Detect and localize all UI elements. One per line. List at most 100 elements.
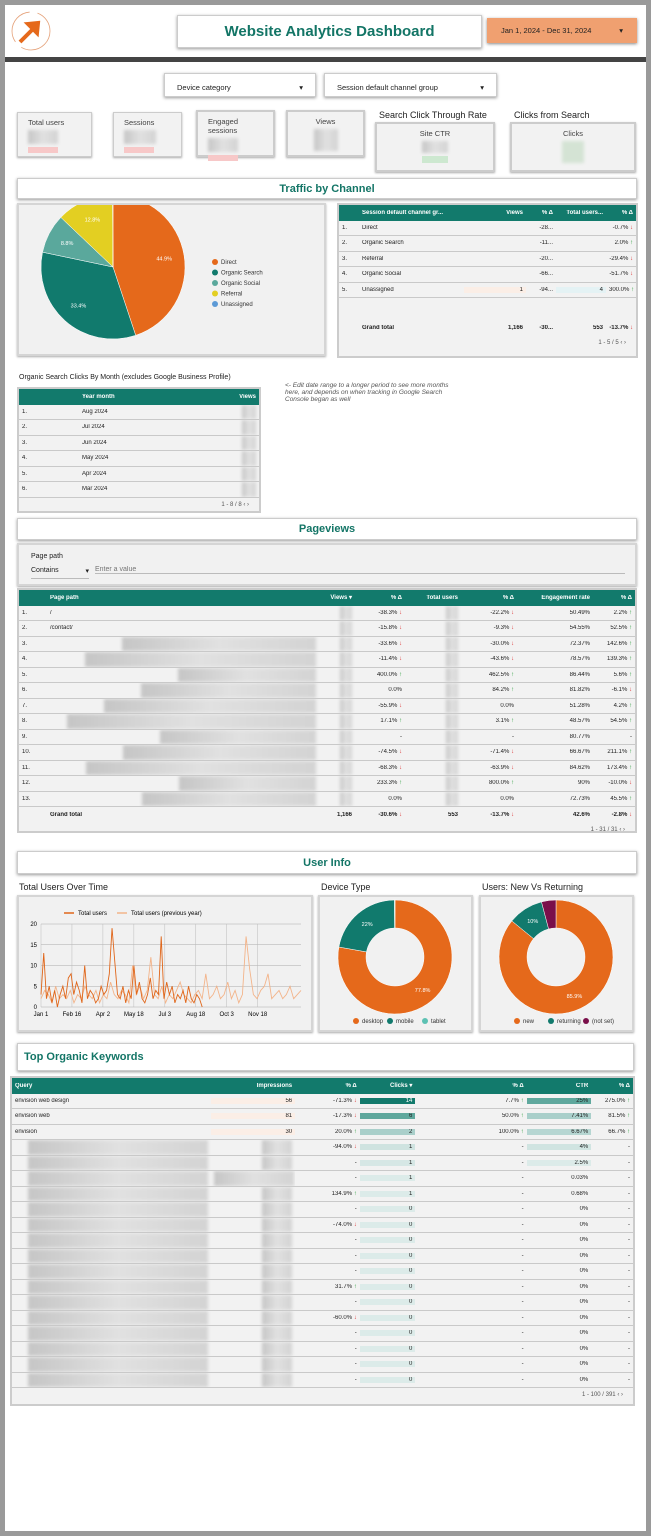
grand-total-row: Grand total 1,166 -30... 553 -13.7% ↓	[339, 320, 636, 336]
column-header[interactable]: % Δ	[621, 209, 633, 216]
next-page-icon[interactable]: ›	[624, 339, 626, 346]
next-page-icon[interactable]: ›	[623, 826, 625, 833]
arrow-down-icon: ↓	[397, 625, 402, 632]
column-header[interactable]: % Δ	[618, 1082, 630, 1089]
table-row[interactable]: -0-0% -	[12, 1264, 633, 1280]
table-row[interactable]: -0-0% -	[12, 1357, 633, 1373]
column-header[interactable]: Year month	[82, 393, 115, 400]
table-row[interactable]: 13. 0.0% 0.0% 72.73% 45.5% ↑	[19, 791, 635, 807]
table-row[interactable]: envision web design 56 -71.3% ↓ 14 7.7% ↑ 25%…	[12, 1094, 633, 1109]
column-header[interactable]: Views ▾	[330, 595, 352, 602]
prev-page-icon[interactable]: ‹	[615, 1392, 621, 1398]
column-header[interactable]: % Δ	[390, 594, 402, 601]
legend-label: Total users	[78, 911, 107, 917]
table-row[interactable]: 5. Apr 2024	[19, 466, 259, 482]
table-row[interactable]: 3. Referral -20... -29.4% ↓	[339, 252, 636, 267]
table-row[interactable]: 3. Jun 2024	[19, 435, 259, 451]
column-header[interactable]: CTR	[575, 1082, 589, 1089]
table-cell: 11.	[22, 764, 30, 771]
table-row[interactable]: 3. -33.6% ↓ -30.0% ↓ 72.37% 142.6% ↑	[19, 636, 635, 652]
table-row[interactable]: 9. - - 80.77% -	[19, 729, 635, 745]
pie-slice-desktop	[337, 899, 453, 1015]
column-header[interactable]: Views	[506, 209, 523, 216]
table-row[interactable]: 1. / -38.3% ↓ -22.2% ↓ 50.49% 2.2% ↑	[19, 605, 635, 621]
table-row[interactable]: -0-0% -	[12, 1326, 633, 1342]
table-row[interactable]: 2. Jul 2024	[19, 420, 259, 436]
table-row[interactable]: -60.0% ↓ 0 - 0% -	[12, 1310, 633, 1326]
table-row[interactable]: -0-0% -	[12, 1372, 633, 1388]
device-category-filter[interactable]: Device category ▾	[164, 73, 316, 97]
arrow-up-icon: ↑	[627, 764, 632, 771]
table-row[interactable]: -1-0.03% -	[12, 1171, 633, 1187]
arrow-down-icon: ↓	[352, 1113, 357, 1120]
table-row[interactable]: 5. Unassigned 1 -94... 4 300.0% ↑	[339, 283, 636, 298]
table-row[interactable]: envision web 81 -17.3% ↓ 6 50.0% ↑ 7.41% 81.5%…	[12, 1109, 633, 1125]
table-cell	[12, 1295, 211, 1310]
table-cell: 90%	[577, 780, 590, 787]
prev-page-icon[interactable]: ‹	[241, 501, 247, 508]
column-header[interactable]: Session default channel gr...	[362, 209, 444, 216]
arrow-up-icon: ↑	[518, 1128, 524, 1135]
table-cell	[47, 714, 319, 729]
table-row[interactable]: 4. May 2024	[19, 451, 259, 467]
table-row[interactable]: 6. 0.0% 84.2% ↑ 81.82% -6.1% ↓	[19, 683, 635, 699]
table-row[interactable]: 134.9% ↑ 1 - 0.68% -	[12, 1186, 633, 1202]
table-row[interactable]: -0-0% -	[12, 1233, 633, 1249]
column-header[interactable]: % Δ	[620, 594, 632, 601]
table-row[interactable]: 6. Mar 2024	[19, 482, 259, 498]
column-header[interactable]: Views	[239, 393, 256, 400]
next-page-icon[interactable]: ›	[247, 501, 249, 508]
pagination-label: 1 - 31 / 31	[590, 826, 618, 833]
column-header[interactable]: Query	[15, 1082, 33, 1089]
table-row[interactable]: 1. Aug 2024	[19, 404, 259, 420]
table-cell: 6	[359, 1113, 416, 1120]
table-row[interactable]: 1. Direct -28... -0.7% ↓	[339, 221, 636, 236]
table-cell: -20...	[539, 255, 553, 262]
column-header[interactable]: % Δ	[512, 1082, 524, 1089]
table-row[interactable]: 2. /contact/ -15.8% ↓ -9.3% ↓ 54.55% 52.5% ↑	[19, 621, 635, 637]
table-cell: 0%	[579, 1206, 589, 1213]
column-header[interactable]: Total users...	[566, 209, 603, 216]
table-row[interactable]: -94.0% ↓ 1-4% -	[12, 1140, 633, 1156]
page-path-input[interactable]	[95, 566, 625, 574]
next-page-icon[interactable]: ›	[621, 1392, 623, 1398]
table-row[interactable]: 8. 17.1% ↑ 3.1% ↑ 48.57% 54.5% ↑	[19, 714, 635, 730]
table-row[interactable]: 10. -74.5% ↓ -71.4% ↓ 66.67% 211.1% ↑	[19, 745, 635, 761]
table-row[interactable]: -0-0% -	[12, 1248, 633, 1264]
table-row[interactable]: -0-0% -	[12, 1341, 633, 1357]
table-row[interactable]: 31.7% ↑ 0 - 0% -	[12, 1279, 633, 1295]
table-cell: 0%	[579, 1314, 589, 1321]
table-cell	[211, 1341, 295, 1356]
column-header[interactable]: % Δ	[502, 594, 514, 601]
prev-page-icon[interactable]: ‹	[618, 339, 624, 346]
date-range-picker[interactable]: Jan 1, 2024 - Dec 31, 2024 ▾	[487, 18, 637, 43]
table-row[interactable]: 11. -68.3% ↓ -63.9% ↓ 84.62% 173.4% ↑	[19, 760, 635, 776]
column-header[interactable]: Engagement rate	[541, 594, 590, 601]
column-header[interactable]: Total users	[426, 594, 458, 601]
table-cell	[47, 760, 319, 775]
table-row[interactable]: envision 30 20.0% ↑ 2 100.0% ↑ 6.67% 66.7% ↑	[12, 1125, 633, 1140]
table-row[interactable]: 4. -11.4% ↓ -43.6% ↓ 78.57% 139.3% ↑	[19, 652, 635, 668]
channel-group-filter[interactable]: Session default channel group ▾	[324, 73, 497, 97]
table-row[interactable]: -74.0% ↓ 0 - 0% -	[12, 1217, 633, 1233]
table-cell	[12, 1279, 211, 1294]
table-cell: 0	[359, 1345, 416, 1352]
redacted-block	[262, 1248, 293, 1263]
table-row[interactable]: -0-0% -	[12, 1295, 633, 1311]
column-header[interactable]: Page path	[50, 594, 79, 601]
operator-select[interactable]: Contains ▾	[31, 567, 89, 579]
table-row[interactable]: 4. Organic Social -66... -51.7% ↓	[339, 267, 636, 283]
column-header[interactable]: Impressions	[256, 1082, 293, 1089]
prev-page-icon[interactable]: ‹	[617, 826, 623, 833]
arrow-down-icon: ↓	[397, 609, 402, 616]
redacted-block	[85, 652, 316, 667]
column-header[interactable]: % Δ	[345, 1082, 357, 1089]
column-header[interactable]: % Δ	[541, 209, 553, 216]
table-row[interactable]: 2. Organic Search -11... 2.0% ↑	[339, 236, 636, 252]
table-row[interactable]: 5. 400.0% ↑ 462.5% ↑ 86.44% 5.6% ↑	[19, 667, 635, 683]
column-header[interactable]: Clicks ▾	[390, 1083, 413, 1090]
table-row[interactable]: 7. -55.9% ↓ 0.0% 51.28% 4.2% ↑	[19, 698, 635, 714]
table-row[interactable]: 12. 233.3% ↑ 800.0% ↑ 90% -10.0% ↓	[19, 776, 635, 792]
table-row[interactable]: -1-2.5% -	[12, 1155, 633, 1171]
table-row[interactable]: -0-0% -	[12, 1202, 633, 1218]
